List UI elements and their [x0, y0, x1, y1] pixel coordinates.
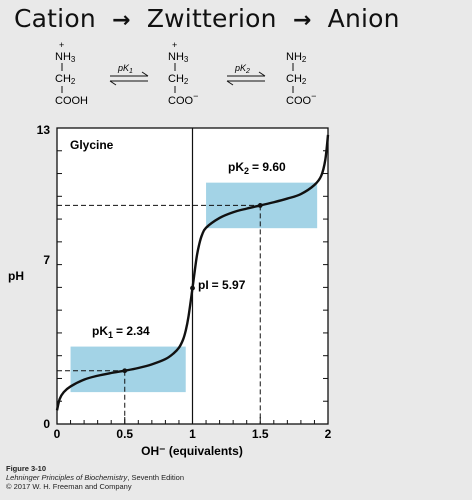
cation-methylene-group: CH2	[55, 73, 76, 86]
chart-label-glycine: Glycine	[70, 138, 114, 152]
axis-ticks	[56, 150, 329, 424]
x-tick-label-0: 0	[54, 427, 61, 441]
title-anion: Anion	[327, 4, 400, 33]
figure-number: Figure 3-10	[6, 464, 47, 473]
x-tick-label-3: 1.5	[252, 427, 269, 441]
title-zwitterion: Zwitterion	[146, 4, 277, 33]
x-tick-label-4: 2	[325, 427, 332, 441]
copyright: © 2017 W. H. Freeman and Company	[6, 482, 132, 491]
title-cation: Cation	[14, 4, 96, 33]
cation-carboxyl-group: COOH	[55, 95, 88, 107]
annotation-points	[122, 203, 263, 374]
annotation-pk1: pK1 = 2.34	[92, 324, 150, 340]
annotation-point-1	[122, 368, 128, 374]
zwitterion-charge: +	[172, 40, 177, 50]
y-tick-label-13: 13	[37, 123, 51, 137]
title-arrow-2: →	[292, 8, 312, 33]
titration-curve	[55, 134, 330, 411]
titration-chart: Glycine pK1 = 2.34 pI = 5.97 pK2 = 9.60 0 0…	[8, 123, 332, 458]
y-tick-label-0: 0	[43, 417, 50, 431]
zwitterion-structure: + NH3 CH2 COO−	[168, 40, 198, 107]
equilibrium-1: pK1	[109, 63, 149, 86]
y-tick-label-7: 7	[43, 253, 50, 267]
chemical-structures: + NH3 CH2 COOH pK1 + NH3 CH2 COO− pK2 NH…	[55, 40, 316, 107]
equilibrium-2-label: pK2	[234, 63, 250, 75]
anion-methylene-group: CH2	[286, 73, 307, 86]
anion-carboxylate-group: COO−	[286, 91, 316, 107]
equilibrium-1-label: pK1	[117, 63, 133, 75]
y-axis-label: pH	[8, 269, 24, 283]
zwitterion-methylene-group: CH2	[168, 73, 189, 86]
annotation-point-2	[190, 285, 195, 291]
annotation-point-3	[257, 203, 263, 208]
anion-amino-group: NH2	[286, 51, 307, 64]
title-arrow-1: →	[112, 8, 131, 33]
x-axis-label: OH⁻ (equivalents)	[141, 444, 243, 458]
diagram-title: Cation → Zwitterion → Anion	[14, 4, 400, 33]
cation-structure: + NH3 CH2 COOH	[55, 40, 88, 107]
x-tick-label-1: 0.5	[116, 427, 133, 441]
cation-amino-group: NH3	[55, 51, 76, 64]
x-tick-label-2: 1	[189, 427, 196, 441]
cation-charge: +	[59, 40, 64, 50]
anion-structure: NH2 CH2 COO−	[286, 51, 316, 107]
book-reference: Lehninger Principles of Biochemistry, Se…	[6, 473, 185, 482]
zwitterion-carboxylate-group: COO−	[168, 91, 198, 107]
zwitterion-amino-group: NH3	[168, 51, 189, 64]
equilibrium-2: pK2	[226, 63, 266, 86]
guide-lines	[57, 204, 261, 424]
figure-caption: Figure 3-10 Lehninger Principles of Bioc…	[6, 464, 184, 491]
annotation-pk2: pK2 = 9.60	[228, 160, 286, 176]
annotation-pi: pI = 5.97	[198, 278, 246, 292]
